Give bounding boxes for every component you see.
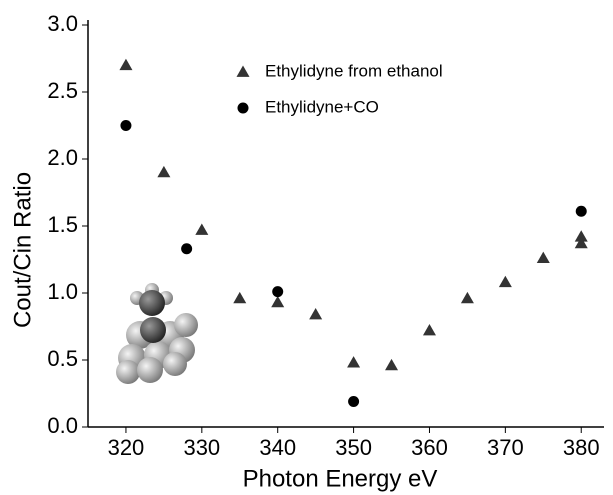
data-point: [272, 286, 284, 298]
data-point: [348, 396, 360, 408]
y-tick-label: 2.0: [47, 145, 78, 170]
x-tick-label: 360: [411, 435, 448, 460]
data-point: [574, 230, 588, 242]
data-point: [460, 291, 474, 304]
x-tick-label: 380: [563, 435, 600, 460]
y-tick-label: 2.5: [47, 78, 78, 103]
y-tick-label: 3.0: [47, 11, 78, 36]
legend-label: Ethylidyne from ethanol: [265, 61, 443, 80]
legend-marker: [237, 102, 249, 114]
y-axis-label: Cout/Cin Ratio: [9, 172, 36, 328]
data-point: [157, 165, 171, 178]
data-point: [422, 324, 436, 336]
y-tick-label: 1.5: [47, 212, 78, 237]
data-point: [181, 243, 193, 255]
data-point: [574, 236, 588, 249]
molecule-illustration: [116, 283, 198, 384]
y-tick-label: 0.0: [47, 413, 78, 438]
x-tick-label: 320: [108, 435, 145, 460]
x-axis-label: Photon Energy eV: [243, 465, 438, 492]
data-point: [536, 251, 550, 264]
y-tick-label: 1.0: [47, 279, 78, 304]
y-tick-label: 0.5: [47, 346, 78, 371]
data-point: [309, 307, 323, 320]
data-point: [385, 358, 399, 371]
data-point: [498, 275, 512, 288]
data-point: [575, 205, 587, 217]
legend-marker: [236, 65, 250, 77]
legend-label: Ethylidyne+CO: [265, 97, 379, 116]
data-point: [120, 120, 132, 131]
data-point: [271, 295, 285, 308]
data-point: [233, 291, 247, 304]
data-point: [347, 356, 361, 368]
x-tick-label: 330: [183, 435, 220, 460]
data-point: [119, 58, 133, 71]
x-tick-label: 350: [335, 435, 372, 460]
x-tick-label: 370: [487, 435, 524, 460]
data-point: [195, 223, 209, 235]
x-tick-label: 340: [259, 435, 296, 460]
